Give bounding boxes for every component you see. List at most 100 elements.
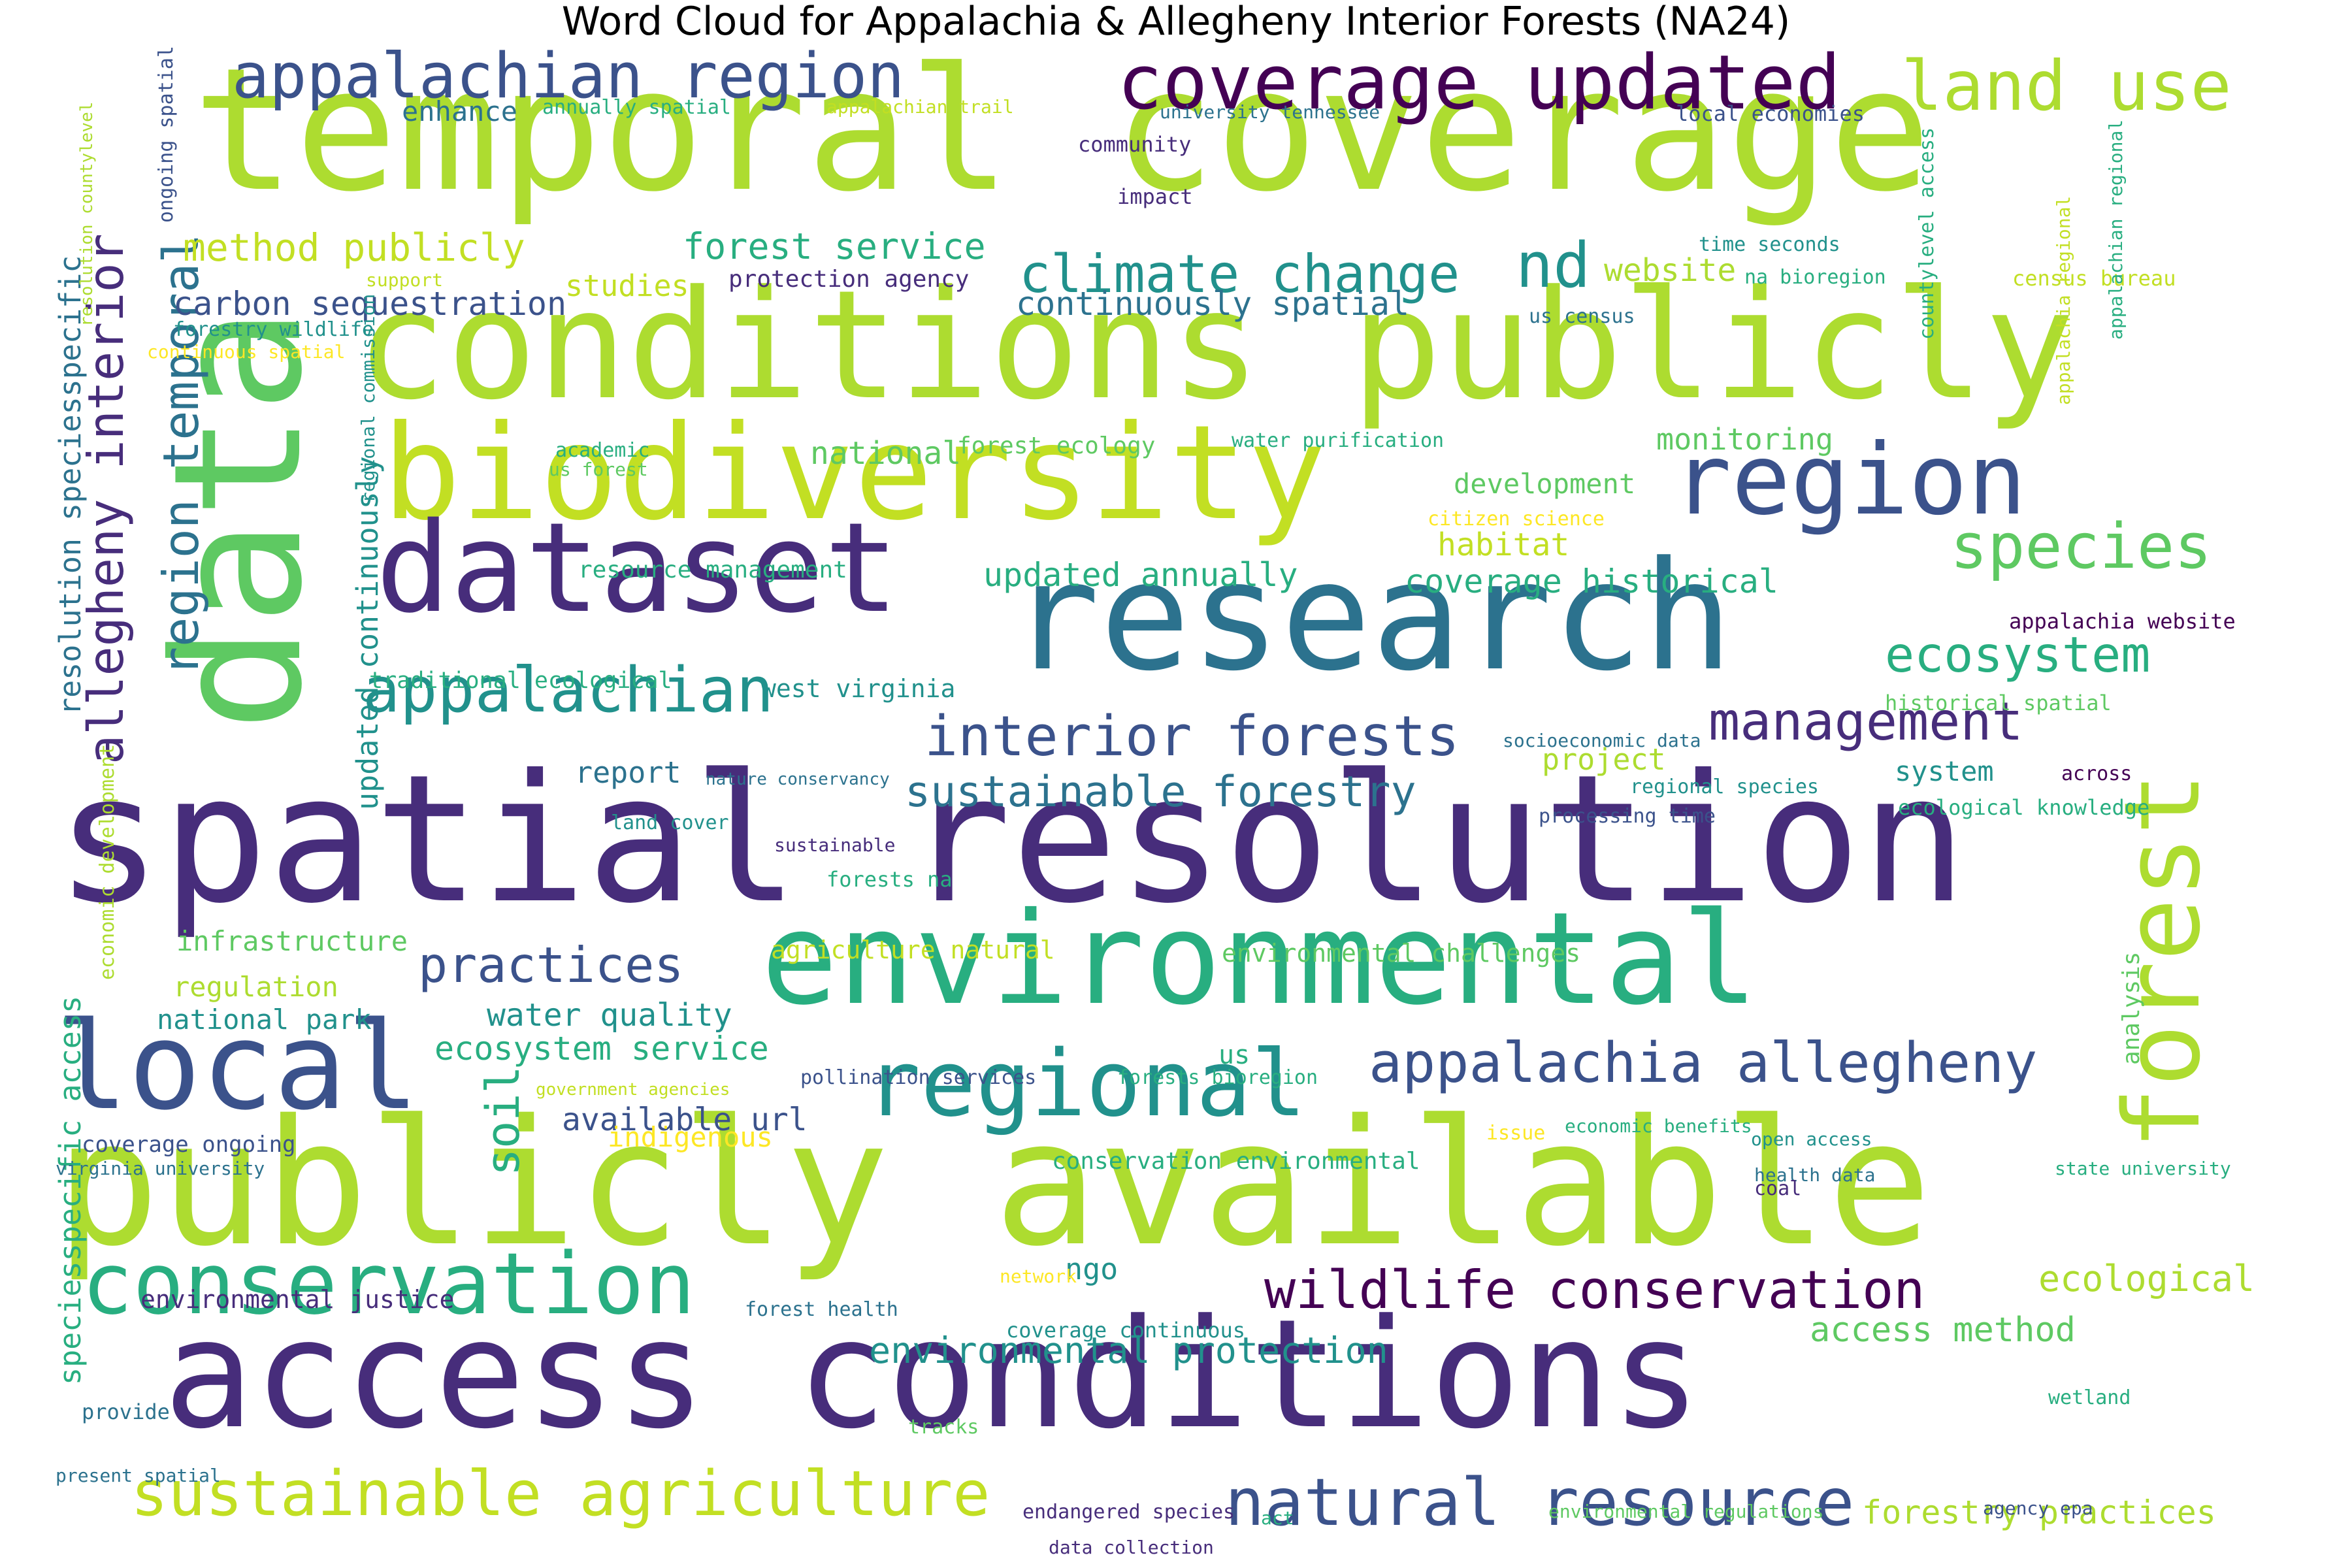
cloud-word: conservation environmental bbox=[1052, 1148, 1420, 1175]
cloud-word: west virginia bbox=[761, 674, 956, 703]
cloud-word: speciesspecific access bbox=[56, 995, 88, 1385]
cloud-word: appalachian regional bbox=[2105, 119, 2127, 340]
cloud-word: regional bbox=[866, 1031, 1307, 1137]
cloud-word: practices bbox=[418, 936, 684, 994]
cloud-word: infrastructure bbox=[176, 925, 408, 957]
cloud-word: species bbox=[1950, 511, 2212, 583]
cloud-word: interior forests bbox=[924, 704, 1460, 769]
cloud-word: conditions publicly bbox=[356, 259, 2075, 433]
cloud-word: historical spatial bbox=[1885, 691, 2112, 715]
cloud-word: pollination services bbox=[800, 1066, 1037, 1089]
cloud-word: appalachian region bbox=[232, 46, 905, 112]
cloud-word: ecological knowledge bbox=[1898, 795, 2150, 820]
cloud-word: coverage historical bbox=[1405, 563, 1778, 600]
cloud-word: land use bbox=[1901, 46, 2232, 126]
cloud-word: access method bbox=[1810, 1311, 2076, 1350]
cloud-word: environmental bbox=[761, 885, 1759, 1033]
cloud-word: appalachia website bbox=[2009, 609, 2236, 634]
cloud-word: forestry wildlife bbox=[173, 318, 374, 341]
cloud-word: coal bbox=[1754, 1177, 1802, 1200]
cloud-word: system bbox=[1895, 755, 1994, 787]
cloud-word: provide bbox=[82, 1399, 170, 1424]
cloud-word: act bbox=[1261, 1507, 1294, 1529]
cloud-word: project bbox=[1542, 742, 1666, 777]
cloud-word: local bbox=[56, 996, 419, 1137]
cloud-word: appalachian trail bbox=[826, 96, 1014, 118]
cloud-word: ngo bbox=[1065, 1252, 1119, 1286]
cloud-word: appalachian bbox=[363, 655, 774, 727]
cloud-word: sustainable forestry bbox=[905, 768, 1416, 817]
cloud-word: forestry practices bbox=[1862, 1494, 2216, 1531]
cloud-word: network bbox=[1000, 1266, 1077, 1287]
cloud-word: countylevel access bbox=[1916, 127, 1938, 340]
cloud-word: access conditions bbox=[163, 1288, 1702, 1462]
cloud-word: water quality bbox=[487, 997, 732, 1034]
cloud-word: impact bbox=[1117, 184, 1193, 209]
cloud-word: protection agency bbox=[728, 266, 970, 293]
cloud-word: census bureau bbox=[2012, 266, 2176, 291]
cloud-word: open access bbox=[1751, 1128, 1872, 1150]
cloud-word: national park bbox=[157, 1004, 372, 1036]
cloud-word: soil bbox=[476, 1066, 530, 1176]
cloud-word: issue bbox=[1486, 1122, 1546, 1145]
cloud-word: traditional ecological bbox=[369, 668, 672, 694]
cloud-word: studies bbox=[565, 269, 689, 303]
cloud-word: environmental protection bbox=[869, 1330, 1388, 1371]
cloud-word: endangered species bbox=[1022, 1501, 1235, 1524]
cloud-word: wetland bbox=[2048, 1386, 2131, 1409]
cloud-word: environmental regulations bbox=[1548, 1501, 1824, 1522]
cloud-word: tracks bbox=[908, 1416, 979, 1439]
cloud-word: university tennessee bbox=[1160, 101, 1380, 123]
cloud-word: updated annually bbox=[983, 556, 1298, 594]
cloud-word: agency epa bbox=[1983, 1497, 2093, 1519]
cloud-word: ecological bbox=[2038, 1258, 2255, 1299]
cloud-word: economic benefits bbox=[1565, 1115, 1752, 1137]
cloud-word: national bbox=[810, 435, 962, 472]
cloud-word: spatial resolution bbox=[56, 736, 1967, 942]
cloud-word: time seconds bbox=[1699, 233, 1840, 256]
cloud-word: land cover bbox=[611, 811, 729, 834]
cloud-word: dataset bbox=[376, 496, 899, 640]
cloud-word: virginia university bbox=[56, 1158, 265, 1179]
cloud-word: us bbox=[1218, 1040, 1250, 1070]
cloud-word: across bbox=[2061, 762, 2132, 785]
cloud-word: economic development bbox=[96, 743, 119, 980]
cloud-word: coverage updated bbox=[1117, 46, 1841, 127]
cloud-word: na bioregion bbox=[1744, 266, 1886, 289]
cloud-word: temporal coverage bbox=[193, 46, 1932, 229]
cloud-word: natural resource bbox=[1225, 1464, 1855, 1541]
cloud-word: coverage continuous bbox=[1006, 1318, 1246, 1343]
cloud-word: sustainable bbox=[774, 834, 896, 856]
figure-title: Word Cloud for Appalachia & Allegheny In… bbox=[561, 0, 1791, 44]
cloud-word: management bbox=[1708, 691, 2023, 752]
cloud-word: forest health bbox=[745, 1298, 898, 1321]
cloud-word: biodiversity bbox=[382, 397, 1326, 549]
word-cloud: temporal coverage spatial resolution publi… bbox=[56, 46, 2342, 1568]
cloud-word: climate change bbox=[1019, 244, 1460, 304]
cloud-word: ecosystem service bbox=[434, 1030, 769, 1068]
cloud-word: government agencies bbox=[536, 1080, 730, 1100]
cloud-word: annually spatial bbox=[542, 96, 731, 119]
cloud-word: continuous spatial bbox=[147, 341, 346, 363]
cloud-word: method publicly bbox=[183, 225, 525, 270]
cloud-word: regulation bbox=[173, 971, 338, 1003]
cloud-word: wildlife conservation bbox=[1264, 1260, 1925, 1320]
cloud-word: community bbox=[1078, 132, 1192, 157]
cloud-word: ecosystem bbox=[1885, 626, 2151, 683]
cloud-word: data collection bbox=[1049, 1537, 1214, 1558]
cloud-word: forests bioregion bbox=[1117, 1066, 1318, 1089]
cloud-word: forest ecology bbox=[957, 433, 1156, 459]
cloud-word: report bbox=[575, 755, 681, 790]
cloud-word: analysis bbox=[2118, 951, 2145, 1065]
cloud-word: development bbox=[1454, 468, 1636, 500]
cloud-word: regional commission bbox=[357, 293, 379, 503]
cloud-word: us census bbox=[1529, 305, 1635, 328]
cloud-word: support bbox=[366, 269, 444, 291]
cloud-word: environmental justice bbox=[140, 1285, 455, 1314]
cloud-word: enhance bbox=[402, 95, 518, 127]
cloud-word: nd bbox=[1516, 230, 1591, 302]
cloud-word: resource management bbox=[578, 557, 847, 583]
cloud-word: publicly available bbox=[56, 1083, 1932, 1284]
cloud-word: continuously spatial bbox=[1016, 285, 1410, 323]
